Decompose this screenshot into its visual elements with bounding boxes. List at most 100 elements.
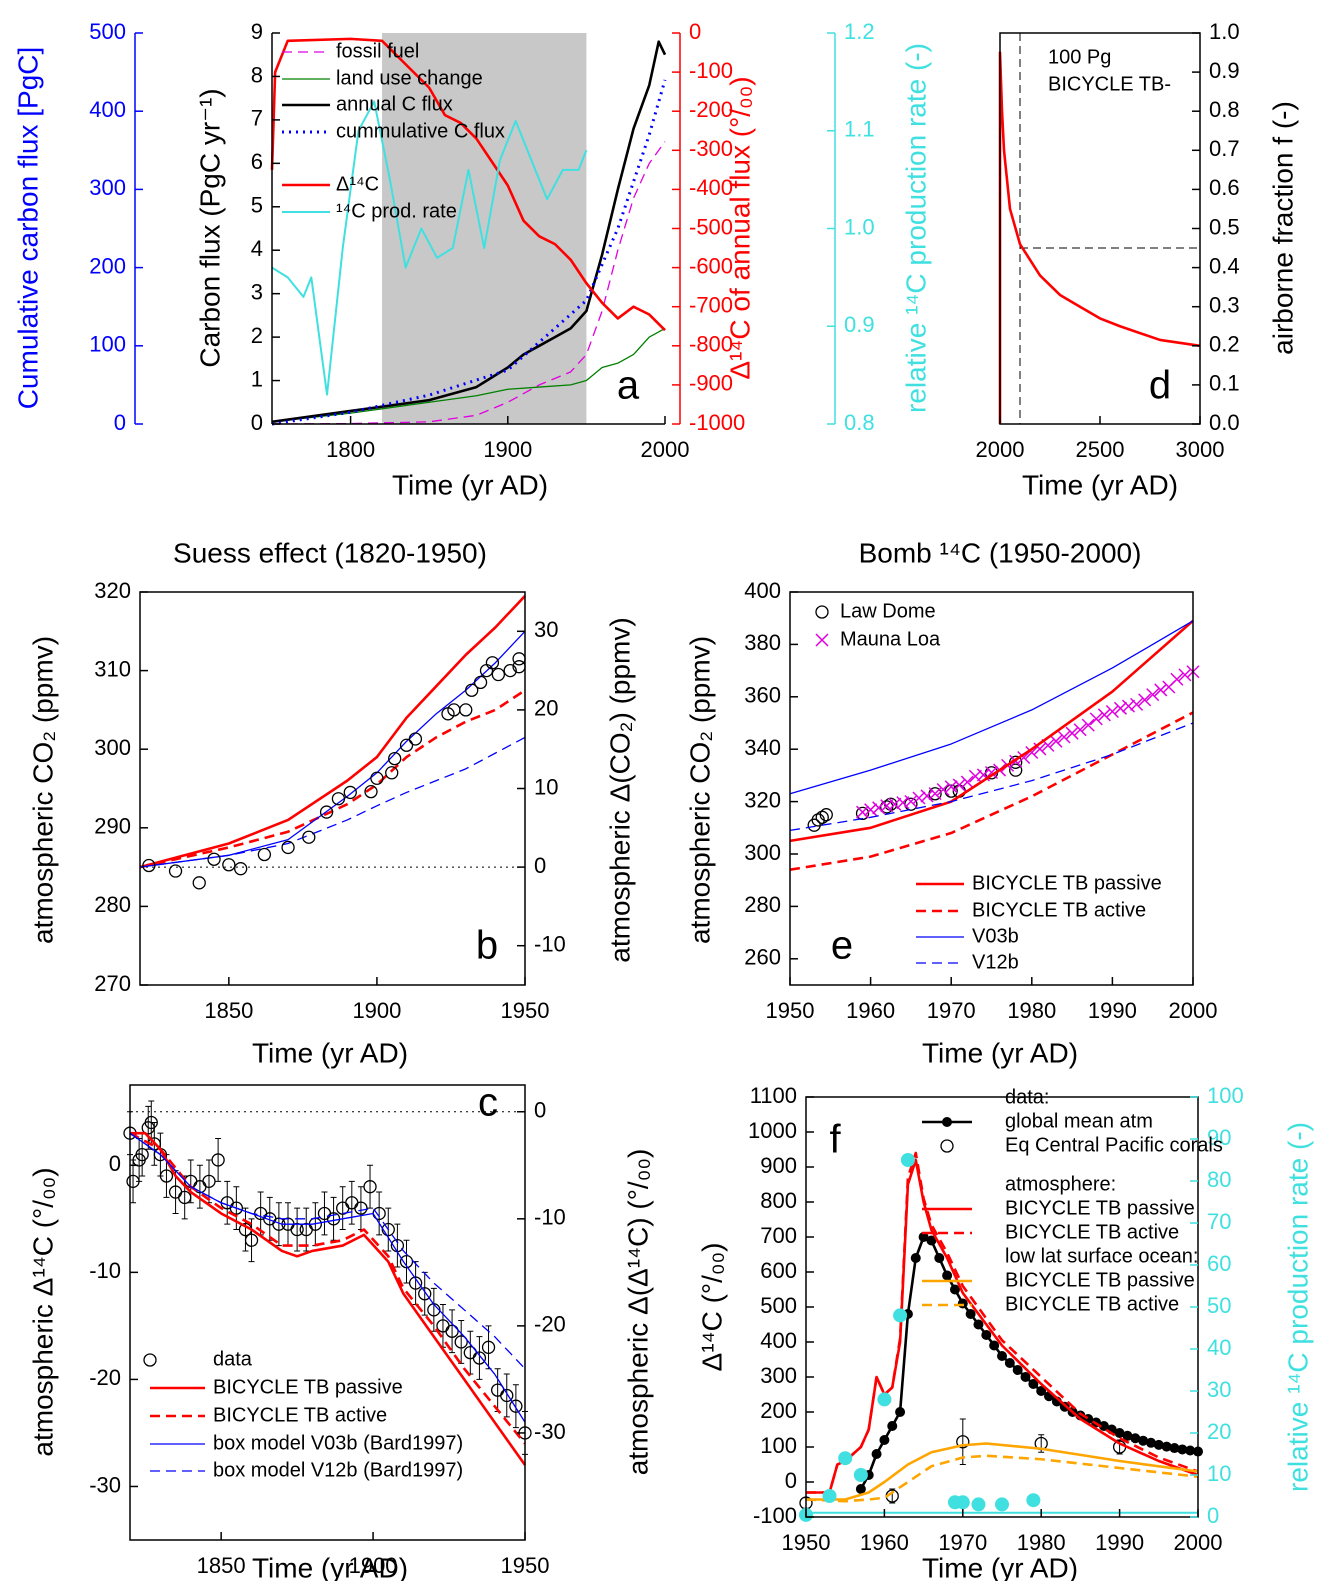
marker — [408, 732, 423, 746]
legend-label: BICYCLE TB passive — [213, 1376, 403, 1398]
y-tick-label: 500 — [89, 19, 126, 44]
y-tick-label: 0.3 — [1209, 293, 1240, 318]
marker — [142, 858, 156, 873]
marker — [1012, 1365, 1023, 1375]
x-tick-label: 1850 — [204, 998, 253, 1023]
marker — [904, 794, 918, 809]
marker — [222, 858, 236, 872]
marker — [472, 1351, 487, 1365]
marker — [202, 1174, 216, 1189]
legend-label: ¹⁴C prod. rate — [336, 200, 457, 222]
y-tick-label: 400 — [760, 1328, 797, 1353]
y-tick-label: 8 — [251, 62, 263, 87]
legend-label: BICYCLE TB passive — [1005, 1197, 1195, 1219]
marker — [381, 1222, 395, 1237]
x-tick-label: 1800 — [326, 437, 375, 462]
marker — [900, 1153, 915, 1167]
marker — [1153, 1439, 1164, 1450]
shaded-span — [382, 33, 587, 424]
marker — [370, 771, 384, 785]
annotation: 100 Pg — [1048, 46, 1111, 68]
series-line — [271, 327, 666, 423]
panel-label: e — [831, 924, 853, 968]
y-tick-label: 100 — [760, 1433, 797, 1458]
marker — [388, 751, 402, 766]
marker — [1073, 723, 1087, 737]
error-bar — [412, 1261, 419, 1305]
series-line — [789, 722, 1194, 832]
marker — [229, 1201, 243, 1215]
y-tick-label: -200 — [689, 97, 733, 122]
y-tick-label: -1000 — [689, 410, 745, 435]
x-tick-label: 1970 — [938, 1530, 987, 1555]
marker — [408, 1276, 423, 1290]
marker — [944, 780, 958, 794]
error-bar — [439, 1303, 446, 1348]
marker — [1057, 730, 1071, 744]
marker — [965, 1309, 976, 1319]
y-tick-label: 0.9 — [1209, 58, 1240, 83]
marker — [989, 1340, 1000, 1351]
y-tick-label: -10 — [534, 1205, 566, 1230]
y2-axis-label: atmospheric Δ(Δ¹⁴C) (°/₀₀) — [622, 1149, 653, 1476]
y-tick-label: 1100 — [750, 1083, 797, 1108]
legend-heading: data: — [1005, 1086, 1049, 1108]
x-tick-label: 2000 — [976, 437, 1025, 462]
y-tick-label: 3 — [251, 279, 263, 304]
y-axis-label: Δ¹⁴C (°/₀₀) — [696, 1243, 727, 1372]
plot-frame — [139, 591, 526, 986]
y-tick-label: 0 — [534, 1098, 546, 1123]
marker — [454, 1335, 468, 1349]
x-tick-label: 1950 — [501, 998, 550, 1023]
y-tick-label: 80 — [1207, 1167, 1231, 1192]
marker — [485, 656, 500, 670]
marker — [481, 1340, 496, 1354]
y-tick-label: -100 — [753, 1503, 797, 1528]
y-tick-label: 1.1 — [844, 117, 875, 142]
y-tick-label: 50 — [1207, 1293, 1231, 1318]
marker — [942, 1270, 953, 1281]
legend-label: cummulative C flux — [336, 120, 505, 142]
marker — [331, 792, 346, 806]
y-tick-label: 300 — [89, 175, 126, 200]
series-line — [139, 630, 526, 868]
error-bar — [421, 1271, 428, 1316]
series-line — [139, 736, 526, 868]
marker — [871, 1449, 882, 1459]
x-tick-label: 1950 — [782, 1530, 831, 1555]
y-tick-label: 0 — [251, 410, 263, 435]
panel-title: Suess effect (1820-1950) — [173, 537, 487, 568]
x-tick-label: 1850 — [197, 1553, 246, 1578]
y-tick-label: 20 — [1207, 1419, 1231, 1444]
marker — [888, 797, 902, 811]
marker — [1130, 1433, 1141, 1444]
marker — [955, 1495, 970, 1510]
y-tick-label: -300 — [689, 136, 733, 161]
legend-label: BICYCLE TB active — [213, 1404, 387, 1426]
y-tick-label: 0.8 — [844, 410, 875, 435]
y-tick-label: 260 — [744, 945, 781, 970]
y-tick-label: 1 — [251, 366, 263, 391]
x-tick-label: 2500 — [1076, 437, 1125, 462]
marker — [1025, 745, 1039, 760]
legend-label: box model V03b (Bard1997) — [213, 1432, 463, 1454]
marker — [491, 667, 505, 682]
marker — [512, 652, 526, 666]
y-tick-label: 70 — [1207, 1209, 1231, 1234]
legend-marker — [940, 1139, 954, 1153]
legend-marker — [143, 1353, 157, 1367]
y-tick-label: 900 — [760, 1153, 797, 1178]
error-bar — [248, 1218, 255, 1263]
series-line — [139, 689, 526, 869]
legend-label: Δ¹⁴C — [336, 173, 379, 195]
y-tick-label: 600 — [760, 1258, 797, 1283]
marker — [1105, 704, 1119, 719]
series-line — [789, 620, 1194, 795]
series-line — [789, 619, 1194, 843]
marker — [257, 847, 272, 862]
plot-frame — [129, 1084, 526, 1541]
y-tick-label: 0 — [534, 853, 546, 878]
marker — [912, 791, 926, 805]
y-tick-label: 800 — [760, 1188, 797, 1213]
